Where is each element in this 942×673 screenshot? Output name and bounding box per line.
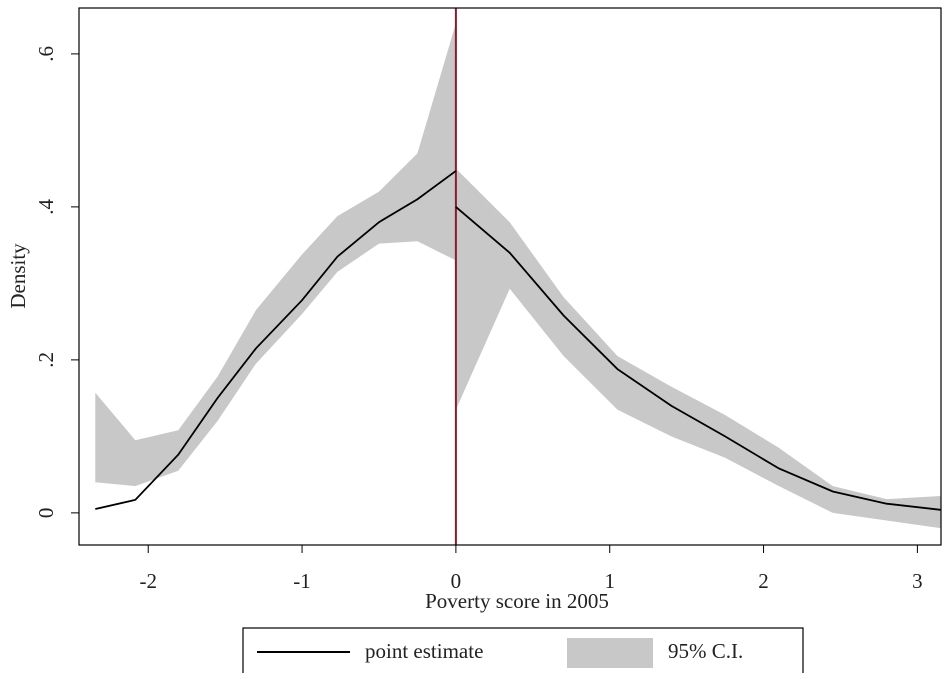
ci-band [455,168,941,529]
point-estimate-line [455,206,941,511]
x-axis-label: Poverty score in 2005 [425,589,609,613]
plot-frame [78,7,942,546]
y-tick-label: .4 [34,199,58,215]
point-estimate-line [95,170,457,510]
x-tick-label: 3 [912,569,923,593]
y-tick-label: 0 [34,508,58,519]
legend-label: point estimate [365,639,483,663]
x-tick-label: 0 [451,569,462,593]
x-tick-label: -2 [139,569,157,593]
x-tick-label: -1 [293,569,311,593]
x-tick-label: 2 [758,569,769,593]
y-tick-label: .2 [34,352,58,368]
ci-band [95,23,456,487]
legend-label: 95% C.I. [668,639,743,663]
legend-box [242,627,804,673]
legend-band-swatch [567,638,653,668]
x-tick-label: 1 [604,569,615,593]
y-tick-label: .6 [34,46,58,62]
y-axis-label: Density [6,243,30,309]
